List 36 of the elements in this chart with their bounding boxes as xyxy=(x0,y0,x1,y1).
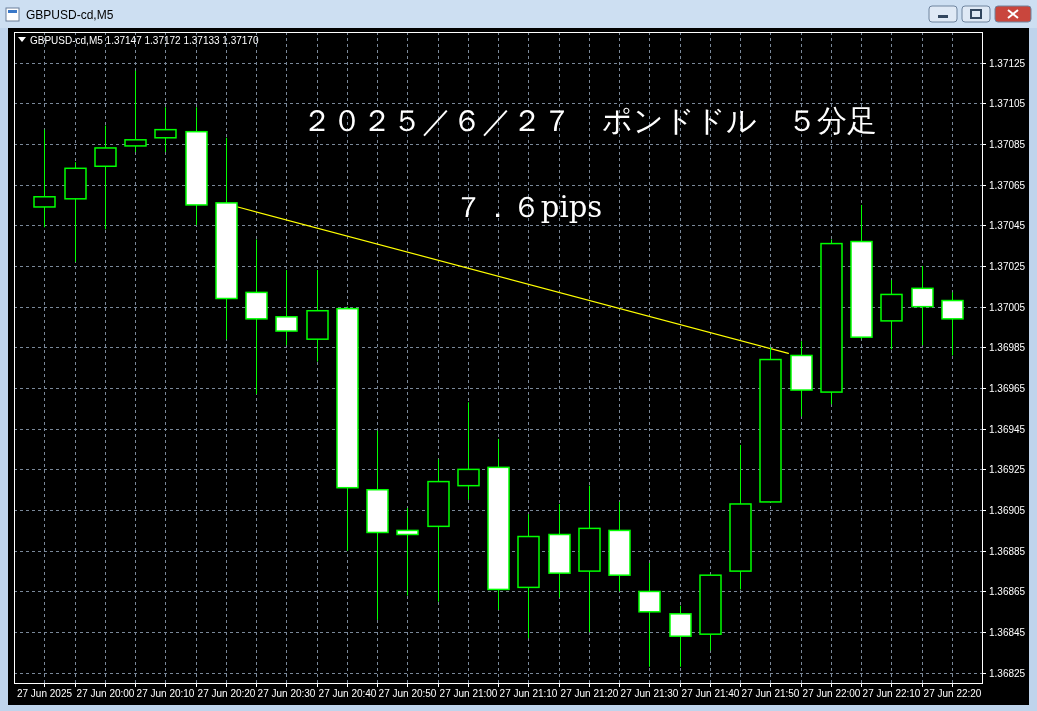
annotation: ７．６pips xyxy=(453,190,603,224)
x-tick-label: 27 Jun 20:40 xyxy=(318,688,377,699)
y-tick-label: 1.36825 xyxy=(989,668,1026,679)
x-tick-label: 27 Jun 2025 xyxy=(16,688,73,699)
x-tick-label: 27 Jun 20:00 xyxy=(76,688,135,699)
x-tick-label: 27 Jun 22:10 xyxy=(862,688,921,699)
y-tick-label: 1.36965 xyxy=(989,383,1026,394)
title: ２０２５／６／２７ ポンドドル ５分足 xyxy=(302,102,878,138)
x-tick-label: 27 Jun 20:20 xyxy=(197,688,256,699)
y-tick-label: 1.37065 xyxy=(989,180,1026,191)
y-tick-label: 1.37025 xyxy=(989,261,1026,272)
y-tick-label: 1.36845 xyxy=(989,627,1026,638)
x-tick-label: 27 Jun 22:00 xyxy=(802,688,861,699)
y-tick-label: 1.36905 xyxy=(989,505,1026,516)
x-tick-label: 27 Jun 21:20 xyxy=(560,688,619,699)
subtitle: GBPUSD-cd,M5 1.37147 1.37172 1.37133 1.37170 xyxy=(30,34,259,46)
y-tick-label: 1.36865 xyxy=(989,586,1026,597)
y-tick-label: 1.36945 xyxy=(989,424,1026,435)
x-tick-label: 27 Jun 21:30 xyxy=(620,688,679,699)
y-tick-label: 1.37125 xyxy=(989,58,1026,69)
y-tick-label: 1.37085 xyxy=(989,139,1026,150)
window-title: GBPUSD-cd,M5 xyxy=(26,8,114,22)
y-tick-label: 1.36925 xyxy=(989,464,1026,475)
y-tick-label: 1.37005 xyxy=(989,302,1026,313)
x-tick-label: 27 Jun 22:20 xyxy=(923,688,982,699)
x-tick-label: 27 Jun 21:10 xyxy=(499,688,558,699)
x-tick-label: 27 Jun 21:40 xyxy=(681,688,740,699)
x-tick-label: 27 Jun 21:50 xyxy=(741,688,800,699)
y-tick-label: 1.37045 xyxy=(989,220,1026,231)
y-tick-label: 1.36985 xyxy=(989,342,1026,353)
x-tick-label: 27 Jun 20:50 xyxy=(378,688,437,699)
x-tick-label: 27 Jun 21:00 xyxy=(439,688,498,699)
x-tick-label: 27 Jun 20:30 xyxy=(257,688,316,699)
y-tick-label: 1.37105 xyxy=(989,98,1026,109)
x-tick-label: 27 Jun 20:10 xyxy=(136,688,195,699)
y-tick-label: 1.36885 xyxy=(989,546,1026,557)
